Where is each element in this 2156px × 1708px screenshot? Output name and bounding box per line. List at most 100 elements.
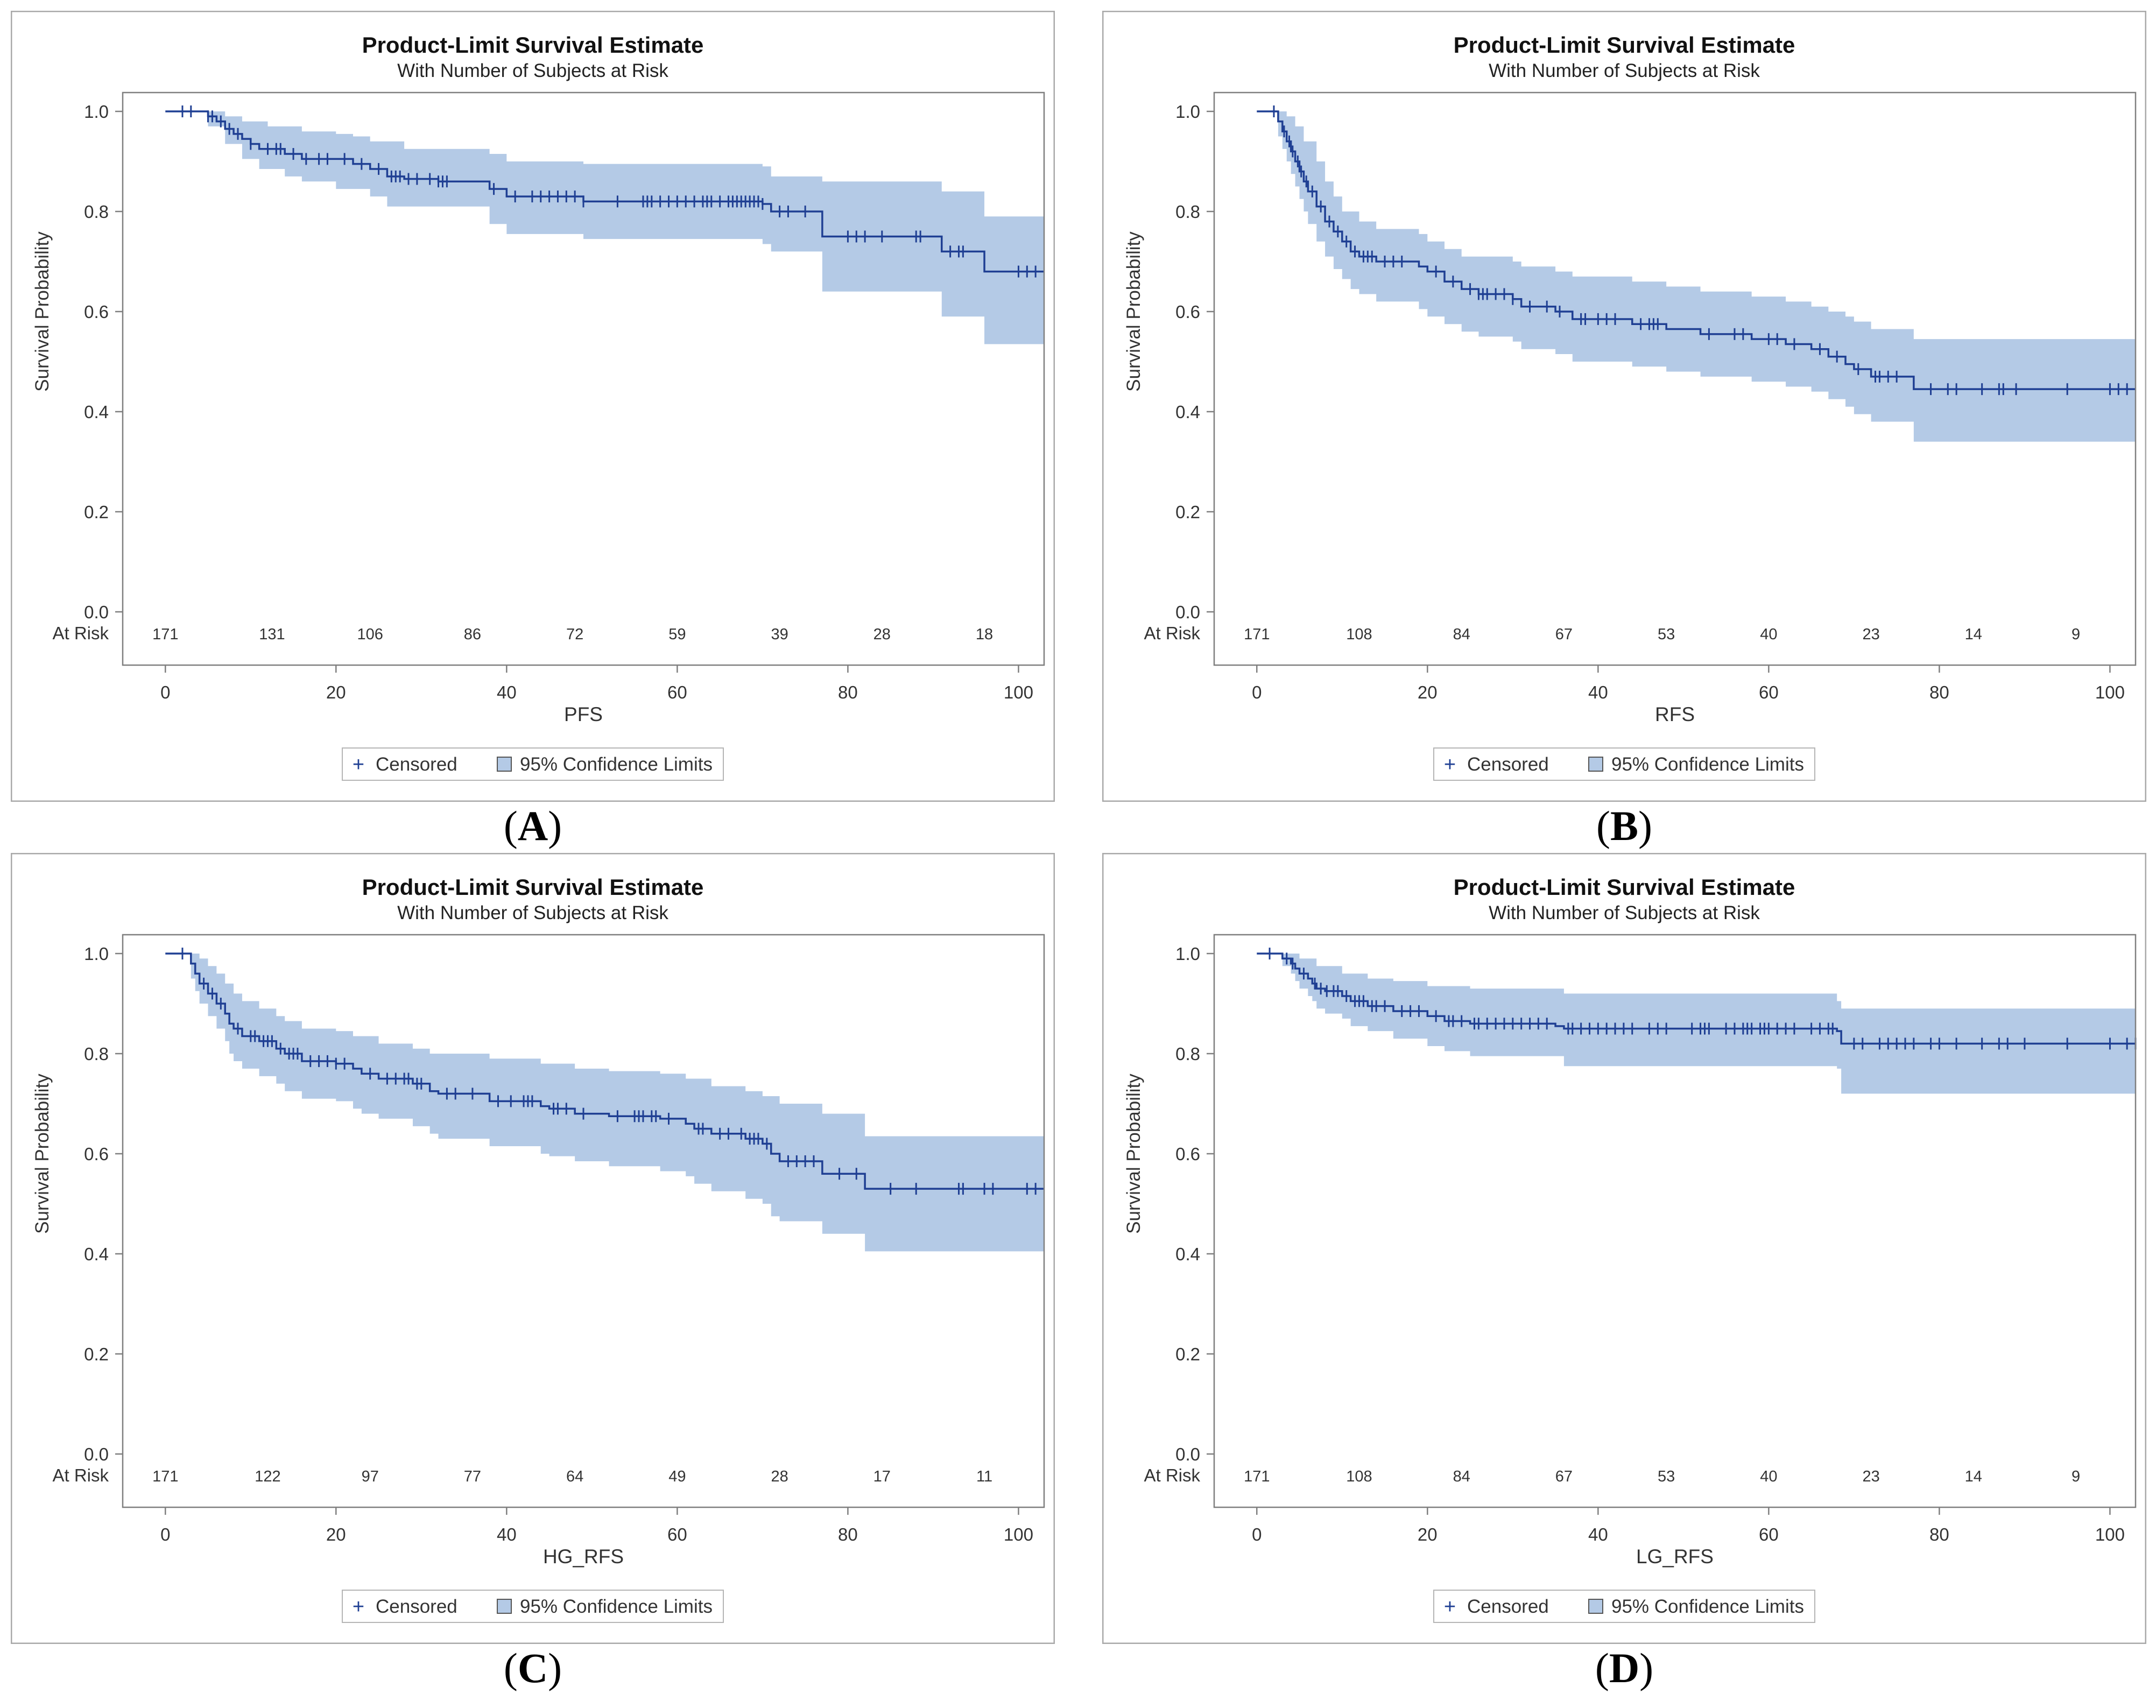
- y-tick-label: 0.6: [84, 1144, 109, 1164]
- y-tick-label: 0.4: [84, 1244, 109, 1264]
- at-risk-count: 108: [1346, 626, 1372, 643]
- legend-box: [1433, 747, 1815, 781]
- at-risk-count: 9: [2072, 1468, 2080, 1485]
- x-tick-label: 20: [326, 682, 346, 702]
- at-risk-count: 28: [771, 1468, 788, 1485]
- legend-box: [342, 1590, 724, 1623]
- plot-frame: [122, 934, 1045, 1508]
- x-tick-label: 100: [1004, 1525, 1033, 1544]
- caption-paren: ): [548, 802, 562, 849]
- chart-title: Product-Limit Survival Estimate: [362, 874, 704, 900]
- at-risk-count: 18: [976, 626, 993, 643]
- panel-border: [1102, 853, 2146, 1644]
- censored-legend-icon: +: [353, 1596, 364, 1618]
- at-risk-count: 171: [1244, 1468, 1270, 1485]
- y-tick-label: 0.2: [84, 1344, 109, 1364]
- x-tick-label: 20: [326, 1525, 346, 1544]
- x-tick-label: 60: [1759, 1525, 1779, 1544]
- at-risk-label: At Risk: [1144, 1465, 1200, 1485]
- x-tick-label: 20: [1418, 682, 1438, 702]
- y-tick-label: 0.4: [1175, 1244, 1200, 1264]
- x-tick-label: 100: [1004, 682, 1033, 702]
- x-tick-label: 80: [1929, 682, 1949, 702]
- x-axis-label: LG_RFS: [1636, 1545, 1714, 1568]
- at-risk-count: 77: [464, 1468, 481, 1485]
- y-tick-label: 0.8: [84, 1044, 109, 1064]
- survival-curve: [1257, 952, 2136, 1045]
- at-risk-count: 17: [873, 1468, 891, 1485]
- x-tick-label: 40: [1588, 1525, 1608, 1544]
- y-axis-label: Survival Probability: [32, 1074, 53, 1234]
- panel-caption: (D): [1102, 1644, 2146, 1692]
- caption-paren: (: [1595, 1645, 1609, 1691]
- caption-paren: (: [503, 802, 518, 849]
- censored-legend-icon: +: [353, 753, 364, 776]
- y-tick-label: 0.2: [1175, 502, 1200, 522]
- censored-legend-icon: +: [1444, 753, 1456, 776]
- legend-censored-label: Censored: [1467, 1596, 1549, 1617]
- legend: + Censored 95% Confidence Limits: [342, 747, 724, 781]
- x-tick-label: 100: [2095, 682, 2125, 702]
- x-tick-label: 60: [667, 682, 687, 702]
- panel-caption: (A): [11, 802, 1055, 850]
- y-tick-label: 0.2: [84, 502, 109, 522]
- x-tick-label: 100: [2095, 1525, 2125, 1544]
- x-axis-label: RFS: [1655, 703, 1695, 725]
- at-risk-count: 40: [1760, 626, 1777, 643]
- legend-box: [342, 747, 724, 781]
- at-risk-label: At Risk: [1144, 623, 1200, 643]
- at-risk-count: 86: [464, 626, 481, 643]
- at-risk-count: 97: [362, 1468, 379, 1485]
- at-risk-count: 59: [668, 626, 686, 643]
- y-axis-label: Survival Probability: [32, 231, 53, 392]
- at-risk-count: 72: [566, 626, 583, 643]
- confidence-band: [165, 954, 1044, 1252]
- chart-subtitle: With Number of Subjects at Risk: [1489, 60, 1760, 81]
- at-risk-count: 108: [1346, 1468, 1372, 1485]
- at-risk-count: 171: [152, 626, 178, 643]
- y-tick-label: 0.8: [1175, 202, 1200, 222]
- caption-paren: ): [1638, 802, 1652, 849]
- ci-legend-icon: [1588, 757, 1603, 772]
- panel-caption: (C): [11, 1644, 1055, 1692]
- x-tick-label: 0: [1252, 682, 1262, 702]
- x-tick-label: 40: [497, 682, 517, 702]
- ci-legend-icon: [497, 757, 512, 772]
- y-tick-label: 1.0: [1175, 102, 1200, 122]
- x-axis-label: PFS: [564, 703, 603, 725]
- at-risk-count: 131: [259, 626, 285, 643]
- confidence-band: [1257, 111, 2136, 442]
- y-tick-label: 1.0: [84, 102, 109, 122]
- censored-legend-icon: +: [1444, 1596, 1456, 1618]
- caption-paren: (: [1596, 802, 1610, 849]
- y-tick-label: 0.8: [1175, 1044, 1200, 1064]
- legend: + Censored 95% Confidence Limits: [1433, 747, 1815, 781]
- y-tick-label: 0.0: [1175, 1444, 1200, 1464]
- y-tick-label: 0.8: [84, 202, 109, 222]
- legend: + Censored 95% Confidence Limits: [1433, 1590, 1815, 1623]
- at-risk-count: 84: [1453, 626, 1470, 643]
- at-risk-count: 23: [1862, 1468, 1879, 1485]
- caption-letter: C: [517, 1645, 548, 1691]
- at-risk-count: 171: [152, 1468, 178, 1485]
- panel-caption: (B): [1102, 802, 2146, 850]
- at-risk-count: 23: [1862, 626, 1879, 643]
- at-risk-count: 106: [357, 626, 383, 643]
- x-tick-label: 60: [1759, 682, 1779, 702]
- x-tick-label: 40: [497, 1525, 517, 1544]
- y-tick-label: 1.0: [84, 944, 109, 964]
- y-tick-label: 0.6: [1175, 302, 1200, 322]
- x-tick-label: 0: [160, 1525, 170, 1544]
- panel-border: [11, 11, 1055, 802]
- caption-paren: ): [548, 1645, 562, 1691]
- at-risk-count: 49: [668, 1468, 686, 1485]
- y-axis-label: Survival Probability: [1123, 231, 1144, 392]
- chart-title: Product-Limit Survival Estimate: [362, 32, 704, 58]
